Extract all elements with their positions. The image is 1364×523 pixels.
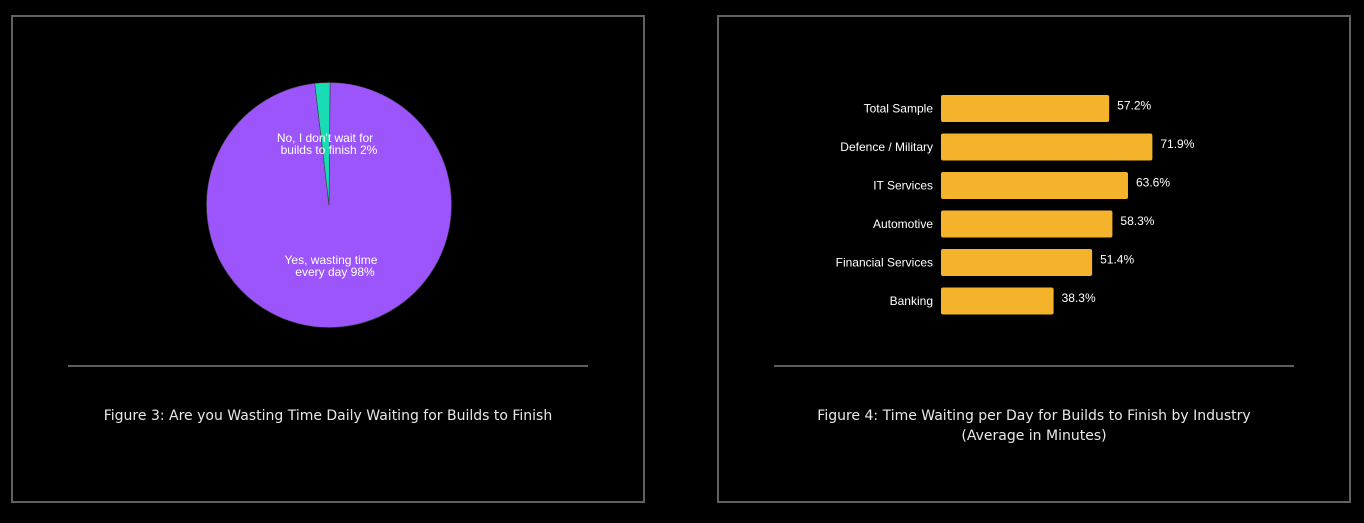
bar-chart: Total Sample 57.2% Defence / Military 71.9%… — [836, 95, 1195, 315]
bar-5 — [941, 287, 1054, 315]
bar-category-label-1: Defence / Military — [840, 140, 933, 154]
bar-2 — [941, 172, 1128, 199]
bar-1 — [941, 133, 1153, 161]
bar-value-label-3: 58.3% — [1120, 214, 1154, 228]
bar-value-label-2: 63.6% — [1136, 176, 1170, 190]
bar-caption-line-2: (Average in Minutes) — [961, 428, 1107, 444]
bar-value-label-5: 38.3% — [1062, 291, 1096, 305]
pie-slice-1 — [314, 82, 331, 206]
pie-caption-text: Figure 3: Are you Wasting Time Daily Wai… — [103, 408, 553, 424]
bar-category-label-4: Financial Services — [836, 256, 933, 270]
bar-category-label-2: IT Services — [873, 179, 933, 193]
pie-caption: Figure 3: Are you Wasting Time Daily Wai… — [13, 406, 643, 426]
bar-chart-panel: Total Sample 57.2% Defence / Military 71.9%… — [717, 15, 1351, 503]
pie-divider — [68, 365, 588, 367]
bar-caption: Figure 4: Time Waiting per Day for Build… — [719, 406, 1349, 446]
pie-chart-panel: Yes, wasting time every day 98% No, I don'… — [11, 15, 645, 503]
pie-slice-label-0: Yes, wasting time every day 98% — [285, 253, 378, 279]
bar-category-label-0: Total Sample — [864, 102, 934, 116]
bar-value-label-0: 57.2% — [1117, 99, 1151, 113]
bar-value-label-4: 51.4% — [1100, 253, 1134, 267]
bar-category-label-3: Automotive — [873, 217, 933, 231]
bar-category-label-5: Banking — [890, 294, 933, 308]
pie-chart: Yes, wasting time every day 98% No, I don'… — [206, 82, 452, 328]
bar-3 — [941, 210, 1113, 238]
bar-4 — [941, 249, 1093, 276]
pie-slice-label-1: No, I don't wait for builds to finish 2% — [277, 131, 378, 157]
bar-0 — [941, 95, 1110, 122]
bar-value-label-1: 71.9% — [1160, 137, 1194, 151]
bar-divider — [774, 365, 1294, 367]
bar-caption-line-1: Figure 4: Time Waiting per Day for Build… — [817, 408, 1251, 424]
